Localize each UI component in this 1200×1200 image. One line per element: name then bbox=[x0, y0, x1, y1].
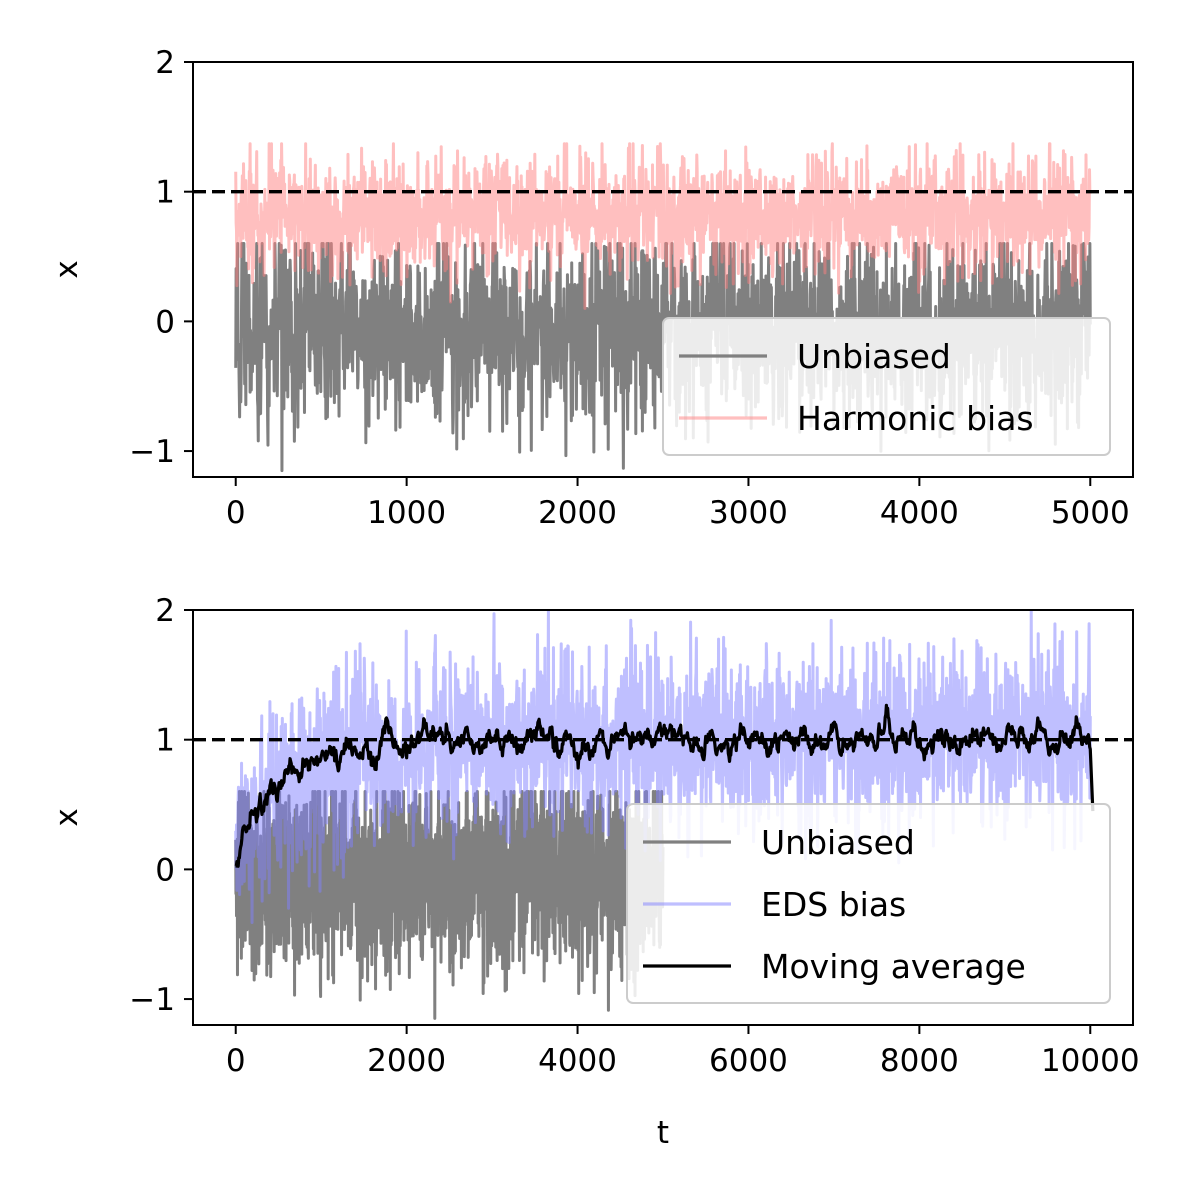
x-tick-label: 3000 bbox=[709, 495, 788, 531]
series-unbiased-line bbox=[234, 790, 665, 1020]
x-tick-label: 1000 bbox=[367, 495, 446, 531]
series-eds-bias-line bbox=[234, 610, 1092, 925]
x-tick-label: 2000 bbox=[367, 1043, 446, 1079]
x-axis-label: t bbox=[657, 1115, 669, 1151]
x-tick-label: 8000 bbox=[880, 1043, 959, 1079]
x-tick-label: 0 bbox=[226, 1043, 246, 1079]
x-tick-label: 10000 bbox=[1041, 1043, 1140, 1079]
x-tick-label: 5000 bbox=[1051, 495, 1130, 531]
x-tick-label: 0 bbox=[226, 495, 246, 531]
chart-bottom-panel: 0 2000 4000 6000 8000 10000 −1 0 1 2 x t Unbiased EDS… bbox=[49, 593, 1140, 1151]
y-axis-label: x bbox=[49, 808, 85, 826]
legend-label-harmonic-bias: Harmonic bias bbox=[797, 399, 1034, 438]
plot-area bbox=[193, 610, 1133, 1020]
y-tick-label: −1 bbox=[129, 434, 175, 470]
x-tick-label: 2000 bbox=[538, 495, 617, 531]
y-tick-label: 2 bbox=[155, 45, 175, 81]
y-tick-label: 1 bbox=[155, 175, 175, 211]
y-tick-label: 0 bbox=[155, 304, 175, 340]
series-moving-average-line bbox=[234, 703, 1095, 868]
x-tick-label: 4000 bbox=[538, 1043, 617, 1079]
legend-box bbox=[626, 803, 1111, 1004]
legend: Unbiased EDS bias Moving average bbox=[626, 803, 1111, 1004]
y-tick-label: 1 bbox=[155, 723, 175, 759]
legend-label-eds-bias: EDS bias bbox=[761, 885, 906, 924]
chart-top-panel: 0 1000 2000 3000 4000 5000 −1 0 1 2 x Unbiased Harmo… bbox=[49, 45, 1134, 531]
y-axis-label: x bbox=[49, 260, 85, 278]
axes-frame bbox=[192, 61, 1134, 478]
legend-box bbox=[662, 317, 1111, 456]
axes-frame bbox=[192, 609, 1134, 1026]
legend-label-unbiased: Unbiased bbox=[797, 337, 951, 376]
legend-label-unbiased: Unbiased bbox=[761, 823, 915, 862]
x-tick-label: 6000 bbox=[709, 1043, 788, 1079]
x-tick-label: 4000 bbox=[880, 495, 959, 531]
y-tick-label: −1 bbox=[129, 982, 175, 1018]
legend: Unbiased Harmonic bias bbox=[662, 317, 1111, 456]
legend-label-moving-average: Moving average bbox=[761, 947, 1026, 986]
y-tick-label: 0 bbox=[155, 852, 175, 888]
y-tick-label: 2 bbox=[155, 593, 175, 629]
series-harmonic-bias-line bbox=[234, 142, 1092, 310]
